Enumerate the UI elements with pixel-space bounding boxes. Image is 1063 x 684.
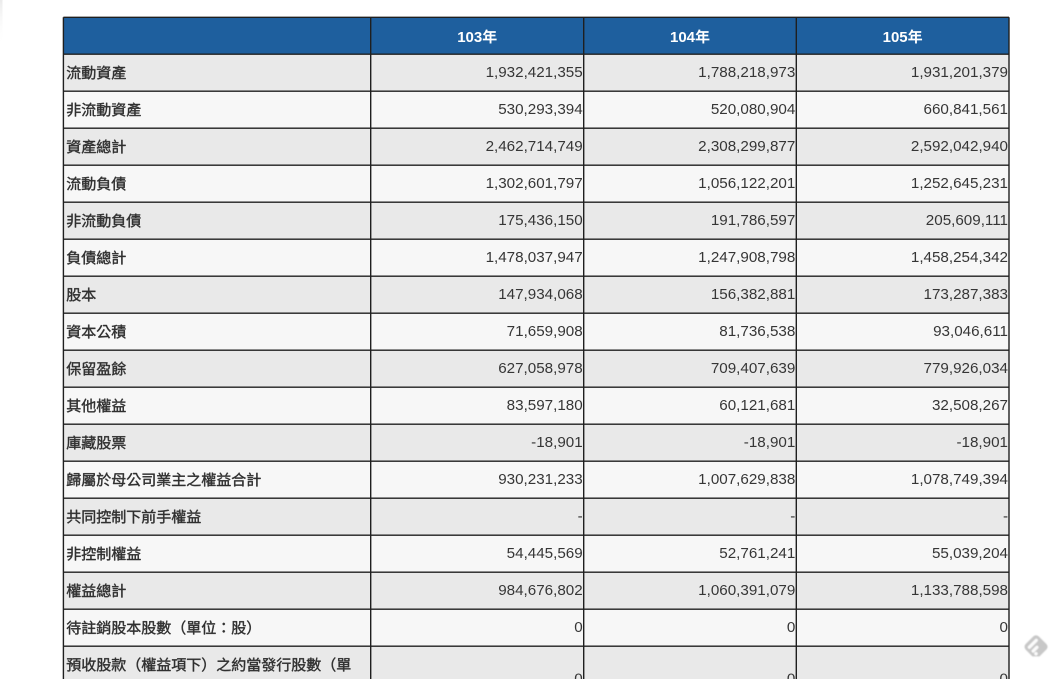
svg-text:147,934,068: 147,934,068 xyxy=(498,286,582,303)
svg-text:0: 0 xyxy=(574,671,582,679)
svg-text:105: 105 xyxy=(883,29,908,46)
svg-text:60,121,681: 60,121,681 xyxy=(719,397,795,414)
svg-text:0: 0 xyxy=(574,619,582,636)
svg-text:1,931,201,379: 1,931,201,379 xyxy=(911,64,1008,81)
svg-text:93,046,611: 93,046,611 xyxy=(933,323,1008,340)
svg-text:52,761,241: 52,761,241 xyxy=(719,545,795,562)
svg-text:984,676,802: 984,676,802 xyxy=(498,582,582,599)
svg-text:103: 103 xyxy=(457,29,482,46)
svg-text:709,407,639: 709,407,639 xyxy=(711,360,795,377)
svg-text:530,293,394: 530,293,394 xyxy=(498,101,582,118)
svg-text:55,039,204: 55,039,204 xyxy=(932,545,1008,562)
svg-text:0: 0 xyxy=(787,671,795,679)
svg-text:0: 0 xyxy=(787,619,795,636)
svg-text:1,056,122,201: 1,056,122,201 xyxy=(698,175,795,192)
svg-text:1,060,391,079: 1,060,391,079 xyxy=(698,582,795,599)
svg-text:930,231,233: 930,231,233 xyxy=(498,471,582,488)
svg-text:1,788,218,973: 1,788,218,973 xyxy=(698,64,795,81)
svg-text:191,786,597: 191,786,597 xyxy=(711,212,795,229)
svg-text:1,302,601,797: 1,302,601,797 xyxy=(486,175,583,192)
svg-text:-18,901: -18,901 xyxy=(531,434,583,451)
svg-text:156,382,881: 156,382,881 xyxy=(711,286,795,303)
svg-text:-18,901: -18,901 xyxy=(744,434,796,451)
svg-text:2,462,714,749: 2,462,714,749 xyxy=(486,138,583,155)
svg-text:32,508,267: 32,508,267 xyxy=(932,397,1008,414)
svg-text:-18,901: -18,901 xyxy=(956,434,1008,451)
svg-text:2,308,299,877: 2,308,299,877 xyxy=(698,138,795,155)
svg-text:1,007,629,838: 1,007,629,838 xyxy=(698,471,795,488)
svg-text:1,252,645,231: 1,252,645,231 xyxy=(911,175,1008,192)
svg-text:83,597,180: 83,597,180 xyxy=(507,397,583,414)
svg-text:173,287,383: 173,287,383 xyxy=(924,286,1008,303)
svg-text:205,609,111: 205,609,111 xyxy=(926,212,1008,229)
svg-text:104: 104 xyxy=(670,29,696,46)
svg-text:1,133,788,598: 1,133,788,598 xyxy=(911,582,1008,599)
svg-text:2,592,042,940: 2,592,042,940 xyxy=(911,138,1008,155)
svg-text:1,247,908,798: 1,247,908,798 xyxy=(698,249,795,266)
svg-text:-: - xyxy=(578,508,583,525)
svg-text:1,078,749,394: 1,078,749,394 xyxy=(911,471,1008,488)
svg-text:627,058,978: 627,058,978 xyxy=(498,360,582,377)
svg-text:660,841,561: 660,841,561 xyxy=(924,101,1008,118)
svg-text:0: 0 xyxy=(1000,671,1008,679)
svg-text:779,926,034: 779,926,034 xyxy=(924,360,1008,377)
svg-text:175,436,150: 175,436,150 xyxy=(498,212,582,229)
svg-text:81,736,538: 81,736,538 xyxy=(719,323,795,340)
svg-text:1,932,421,355: 1,932,421,355 xyxy=(486,64,583,81)
svg-text:-: - xyxy=(790,508,795,525)
svg-text:54,445,569: 54,445,569 xyxy=(507,545,583,562)
svg-text:1,458,254,342: 1,458,254,342 xyxy=(911,249,1008,266)
svg-text:520,080,904: 520,080,904 xyxy=(711,101,795,118)
svg-text:1,478,037,947: 1,478,037,947 xyxy=(486,249,583,266)
svg-text:0: 0 xyxy=(1000,619,1008,636)
svg-text:-: - xyxy=(1003,508,1008,525)
svg-text:71,659,908: 71,659,908 xyxy=(507,323,583,340)
